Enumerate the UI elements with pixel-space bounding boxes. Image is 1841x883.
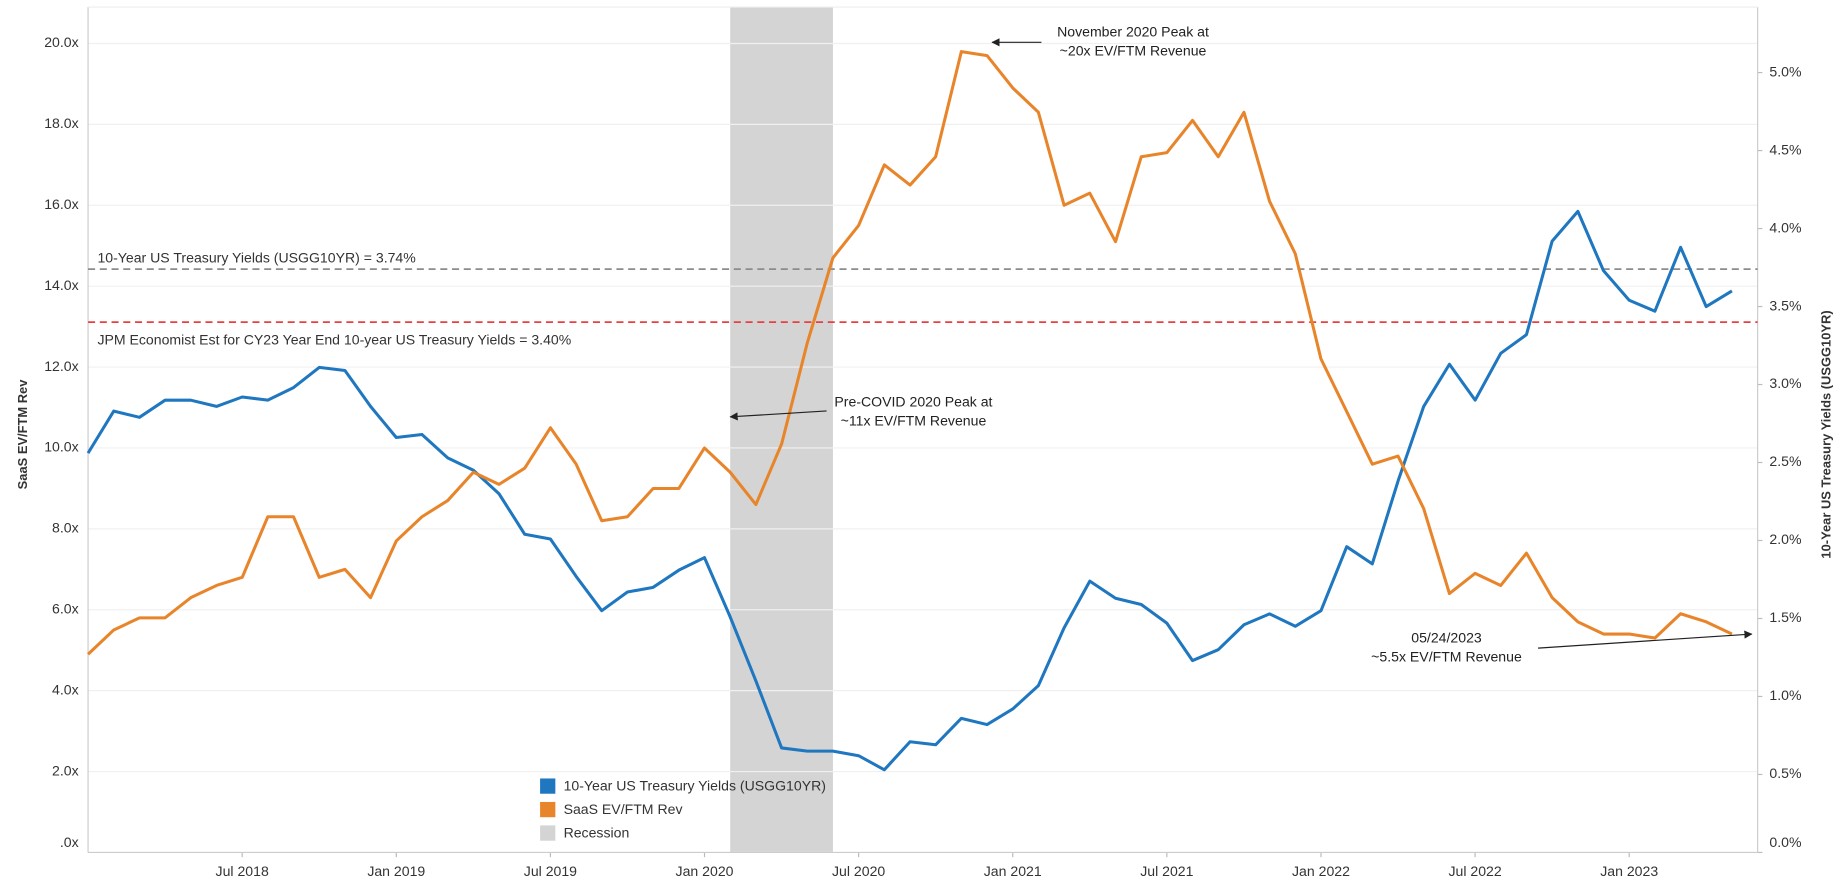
y2-tick-label: 4.0%: [1769, 219, 1802, 235]
x-tick-label: Jul 2018: [216, 863, 269, 879]
recession-band: [730, 7, 833, 853]
annotation: ~20x EV/FTM Revenue: [1060, 42, 1207, 58]
annotation-arrow: [729, 410, 827, 421]
annotation: ~11x EV/FTM Revenue: [841, 412, 987, 428]
x-tick-label: Jan 2021: [984, 863, 1042, 879]
y-tick-label: 10.0x: [44, 439, 78, 455]
annotation: Pre-COVID 2020 Peak at: [834, 393, 992, 409]
y2-axis-title: 10-Year US Treasury Yields (USGG10YR): [1818, 310, 1833, 558]
y-tick-label: 20.0x: [44, 34, 78, 50]
annotation: ~5.5x EV/FTM Revenue: [1371, 648, 1522, 664]
y-tick-label: 4.0x: [52, 681, 79, 697]
series-line: [87, 50, 1733, 656]
y2-tick-label: 4.5%: [1769, 141, 1802, 157]
y2-tick-label: 5.0%: [1769, 63, 1802, 79]
annotation: 05/24/2023: [1411, 629, 1482, 645]
legend-swatch: [540, 778, 556, 794]
y2-tick-label: 0.0%: [1769, 834, 1802, 850]
y2-tick-label: 2.5%: [1769, 453, 1802, 469]
legend-label: Recession: [564, 824, 630, 840]
x-tick-label: Jul 2022: [1448, 863, 1501, 879]
y-tick-label: .0x: [60, 834, 79, 850]
legend-label: SaaS EV/FTM Rev: [564, 801, 683, 817]
x-tick-label: Jan 2022: [1292, 863, 1350, 879]
y-axis-title: SaaS EV/FTM Rev: [15, 379, 30, 490]
series-line: [86, 209, 1733, 772]
x-tick-label: Jan 2023: [1600, 863, 1658, 879]
x-tick-label: Jan 2020: [676, 863, 734, 879]
y2-tick-label: 2.0%: [1769, 531, 1802, 547]
legend-swatch: [540, 825, 556, 841]
x-tick-label: Jul 2021: [1140, 863, 1193, 879]
y2-tick-label: 3.5%: [1769, 297, 1802, 313]
x-tick-label: Jan 2019: [367, 863, 425, 879]
y2-tick-label: 3.0%: [1769, 375, 1802, 391]
legend-label: 10-Year US Treasury Yields (USGG10YR): [564, 777, 826, 793]
y-tick-label: 2.0x: [52, 762, 79, 778]
legend-swatch: [540, 801, 556, 818]
y-tick-label: 18.0x: [44, 115, 78, 131]
y2-tick-label: 0.5%: [1769, 765, 1802, 781]
y-tick-label: 6.0x: [52, 600, 79, 616]
x-tick-label: Jul 2019: [524, 863, 577, 879]
y-tick-label: 8.0x: [52, 520, 79, 536]
y2-tick-label: 1.5%: [1769, 609, 1802, 625]
annotation-arrow: [1538, 630, 1753, 649]
reference-label: 10-Year US Treasury Yields (USGG10YR) = …: [97, 249, 416, 265]
y-tick-label: 16.0x: [44, 196, 78, 212]
y-tick-label: 14.0x: [44, 277, 78, 293]
y-tick-label: 12.0x: [44, 358, 78, 374]
reference-label: JPM Economist Est for CY23 Year End 10-y…: [97, 332, 571, 348]
y2-tick-label: 1.0%: [1769, 687, 1802, 703]
x-tick-label: Jul 2020: [832, 863, 885, 879]
annotation: November 2020 Peak at: [1057, 24, 1209, 40]
